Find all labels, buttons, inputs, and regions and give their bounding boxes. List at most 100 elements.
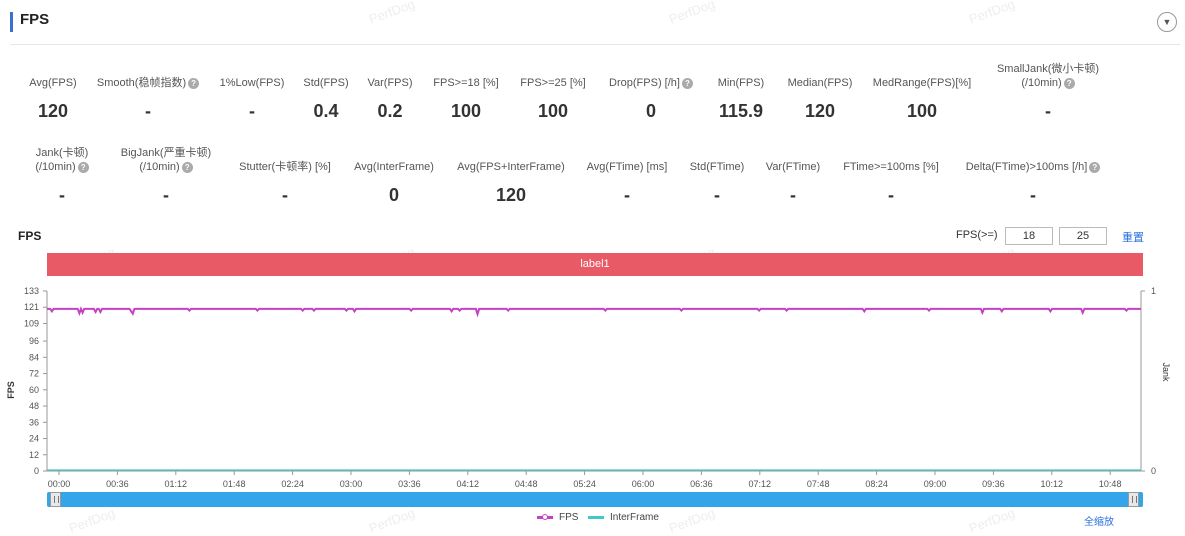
metric-value: - [249,101,255,121]
metric-label: Stutter(卡顿率) [%] [215,160,355,174]
metric-label-text: Avg(FTime) [ms] [586,161,668,173]
y-tick-label: 12 [29,450,39,460]
metric-value: - [714,185,720,205]
help-icon[interactable]: ? [77,161,89,173]
interframe-legend-swatch [588,515,604,519]
x-tick-label: 08:24 [865,479,888,489]
reset-button[interactable]: 重置 [1122,232,1144,244]
metric-metrics_row2-9: Delta(FTime)>100ms [/h]? - [963,160,1103,205]
watermark: PerfDog [966,505,1017,536]
metric-label: SmallJank(微小卡顿) [978,62,1118,76]
metric-value: - [145,101,151,121]
metric-label-unit: (/10min) [1021,77,1062,89]
y-tick-label: 84 [29,352,39,362]
watermark: PerfDog [666,505,717,536]
chart-title: FPS [18,229,42,243]
metric-label-text: Delta(FTime)>100ms [/h] [965,161,1088,173]
metric-label: Std(FTime) [647,160,787,174]
range-slider-left-handle[interactable] [50,492,61,507]
help-icon[interactable]: ? [1089,161,1101,173]
metric-label-text: MedRange(FPS)[%] [872,77,972,89]
metric-value: - [790,185,796,205]
legend-item-interframe[interactable]: InterFrame [588,512,659,523]
metric-label-unit: (/10min) [139,161,180,173]
x-tick-label: 10:48 [1099,479,1122,489]
x-tick-label: 07:12 [749,479,772,489]
x-tick-label: 00:00 [48,479,71,489]
metric-label-line2: (/10min)? [0,160,132,174]
metric-value: - [1045,101,1051,121]
metric-value: - [624,185,630,205]
zoom-out-button[interactable]: 全缩放 [1084,517,1114,528]
metric-label-text: Stutter(卡顿率) [%] [239,161,331,173]
legend-label: InterFrame [610,512,659,523]
metric-metrics_row1-4: Var(FPS) 0.2 [325,76,455,125]
fps-threshold-input-1[interactable] [1005,227,1053,245]
metric-label: Jank(卡顿) [0,146,132,160]
metric-value: 0.4 [313,101,339,121]
y-right-axis-title: Jank [1161,362,1171,382]
section-header: FPS [10,8,1180,45]
metric-value: - [163,185,169,205]
metric-label: FPS>=25 [%] [488,76,618,90]
metric-label: Var(FTime) [723,160,863,174]
metric-label-unit: (/10min) [35,161,76,173]
metric-label-text: Var(FTime) [765,161,821,173]
metric-value: 120 [495,185,527,205]
metric-metrics_row2-4: Avg(FPS+InterFrame) 120 [441,160,581,205]
metric-label: Avg(FPS+InterFrame) [441,160,581,174]
fps-legend-swatch [537,513,553,520]
help-icon[interactable]: ? [188,77,200,89]
metric-label: Smooth(稳帧指数)? [83,76,213,90]
metric-value: - [59,185,65,205]
metric-metrics_row2-7: Var(FTime) - [723,160,863,205]
metric-metrics_row1-0: Avg(FPS) 120 [0,76,118,125]
metric-label-text: FTime>=100ms [%] [843,161,939,173]
y-axis-title: FPS [6,381,16,399]
metric-label-text: Drop(FPS) [/h] [609,77,680,89]
metric-label: Avg(FTime) [ms] [557,160,697,174]
y-tick-label: 72 [29,369,39,379]
metric-label-text: Avg(FPS) [29,77,77,89]
y-tick-label: 133 [24,286,39,296]
metric-metrics_row1-3: Std(FPS) 0.4 [261,76,391,125]
metric-value: 120 [37,101,69,121]
metric-label-text: FPS>=18 [%] [433,77,499,89]
metric-metrics_row1-11: SmallJank(微小卡顿) (/10min)? - [978,62,1118,126]
metric-label-text: Var(FPS) [367,77,413,89]
metric-metrics_row2-2: Stutter(卡顿率) [%] - [215,160,355,205]
x-tick-label: 05:24 [573,479,596,489]
x-tick-label: 10:12 [1041,479,1064,489]
x-tick-label: 04:48 [515,479,538,489]
y-tick-label: 96 [29,336,39,346]
help-icon[interactable]: ? [181,161,193,173]
range-slider-right-handle[interactable] [1128,492,1139,507]
label-bar[interactable]: label1 [47,253,1143,276]
x-tick-label: 06:36 [690,479,713,489]
x-tick-label: 07:48 [807,479,830,489]
metric-value: 0 [388,185,399,205]
metric-label: Var(FPS) [325,76,455,90]
metric-metrics_row1-1: Smooth(稳帧指数)? - [83,76,213,125]
metric-label: Min(FPS) [676,76,806,90]
range-slider-track[interactable] [47,492,1143,507]
y-right-tick-label: 1 [1151,286,1156,296]
help-icon[interactable]: ? [681,77,693,89]
metric-label-line2: (/10min)? [96,160,236,174]
metric-metrics_row1-5: FPS>=18 [%] 100 [401,76,531,125]
metric-metrics_row2-6: Std(FTime) - [647,160,787,205]
metric-label: Avg(InterFrame) [324,160,464,174]
fps-threshold-input-2[interactable] [1059,227,1107,245]
y-right-tick-label: 0 [1151,466,1156,476]
metric-metrics_row2-1: BigJank(严重卡顿) (/10min)? - [96,146,236,205]
legend-item-fps[interactable]: FPS [537,512,578,523]
metric-label: FTime>=100ms [%] [821,160,961,174]
metric-metrics_row1-8: Min(FPS) 115.9 [676,76,806,125]
collapse-button[interactable]: ▼ [1157,12,1177,32]
help-icon[interactable]: ? [1063,77,1075,89]
metric-label-text: Avg(InterFrame) [354,161,434,173]
metric-label-text: Min(FPS) [717,77,765,89]
metric-label-text: Std(FPS) [303,77,349,89]
metric-label-text: Jank(卡顿) [35,147,89,159]
legend-label: FPS [559,512,579,523]
